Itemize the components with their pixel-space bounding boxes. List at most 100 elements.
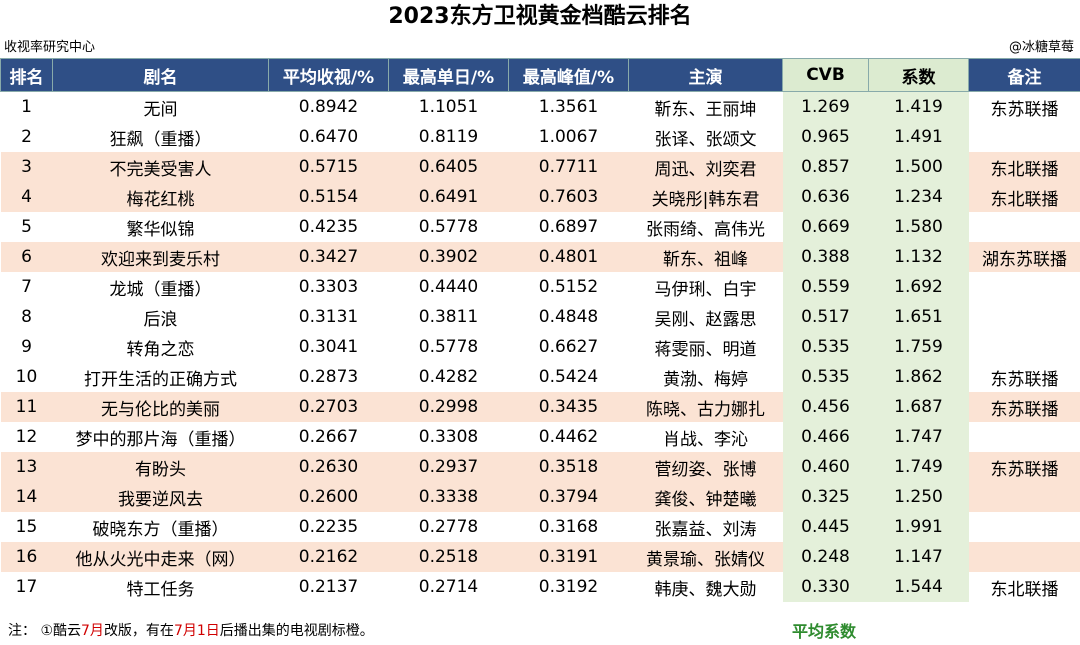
table-cell [969, 212, 1080, 242]
table-cell: 6 [0, 242, 53, 272]
table-cell: 0.7603 [508, 182, 629, 212]
ranking-table: 排名 剧名 平均收视/% 最高单日/% 最高峰值/% 主演 CVB 系数 备注 1 无间 0.894… [0, 58, 1080, 602]
table-cell: 东苏联播 [990, 99, 1059, 120]
column-header: 备注 [968, 58, 1080, 92]
note-part: 7月1日 [173, 623, 220, 639]
table-cell: 打开生活的正确方式 [84, 369, 237, 390]
table-cell: 0.388 [782, 242, 869, 272]
table-cell: 0.6897 [538, 217, 599, 237]
table-cell: 0.5424 [538, 367, 599, 387]
table-cell: 1 [21, 97, 32, 117]
table-cell: 0.3191 [508, 542, 629, 572]
table-cell: 菅纫姿、张博 [628, 452, 783, 482]
table-cell: 0.4848 [538, 307, 599, 327]
table-cell: 有盼头 [52, 452, 269, 482]
table-cell: 15 [15, 517, 38, 537]
table-cell: 0.4801 [508, 242, 629, 272]
table-cell: 0.6405 [388, 152, 509, 182]
table-cell: 1.269 [782, 91, 869, 122]
table-cell: 无间 [143, 99, 178, 120]
column-header: 剧名 [52, 58, 269, 92]
table-row: 15 破晓东方（重播） 0.2235 0.2778 0.3168 张嘉益、刘涛 0.445 1… [1, 512, 1080, 542]
column-header: 最高单日/% [388, 58, 509, 92]
table-cell: 黄景瑜、张婧仪 [628, 542, 783, 572]
table-row: 17 特工任务 0.2137 0.2714 0.3192 韩庚、魏大勋 0.330 1.544… [1, 572, 1080, 602]
table-cell: 东北联播 [990, 579, 1059, 600]
table-cell: 5 [21, 217, 32, 237]
table-cell: 0.2162 [268, 542, 389, 572]
table-cell: 1.747 [868, 422, 969, 452]
table-cell [969, 422, 1080, 452]
table-cell: 黄渤、梅婷 [663, 369, 748, 390]
table-cell: 后浪 [143, 309, 178, 330]
table-cell: 转角之恋 [126, 339, 195, 360]
table-cell: 陈晓、古力娜扎 [628, 392, 783, 422]
table-cell: 0.5778 [418, 337, 479, 357]
table-cell [969, 122, 1080, 152]
table-cell: 0.6627 [538, 337, 599, 357]
table-row: 8 后浪 0.3131 0.3811 0.4848 吴刚、赵露思 0.517 1.651 [1, 302, 1080, 332]
table-cell: 0.3427 [268, 242, 389, 272]
column-header: 平均收视/% [268, 58, 389, 92]
table-cell: 9 [21, 337, 32, 357]
table-cell: 1.759 [868, 332, 969, 362]
table-cell: 0.4440 [418, 277, 479, 297]
table-row: 11 无与伦比的美丽 0.2703 0.2998 0.3435 陈晓、古力娜扎 0.456 1… [0, 392, 1080, 422]
table-cell: 0.3518 [508, 452, 629, 482]
note-part: 7月 [81, 623, 104, 639]
table-cell: 梦中的那片海（重播） [75, 429, 246, 450]
table-cell: 0.8119 [418, 127, 479, 147]
table-cell: 0.2600 [268, 482, 389, 512]
column-header: 最高峰值/% [508, 58, 629, 92]
table-cell: 张嘉益、刘涛 [654, 519, 757, 540]
table-cell: 0.3338 [388, 482, 509, 512]
table-row: 10 打开生活的正确方式 0.2873 0.4282 0.5424 黄渤、梅婷 0.535 1… [1, 362, 1080, 392]
table-row: 2 狂飙（重播） 0.6470 0.8119 1.0067 张译、张颂文 0.965 1.49… [1, 122, 1080, 152]
table-cell: 0.4235 [298, 217, 359, 237]
table-cell: 靳东、祖峰 [628, 242, 783, 272]
table-cell: 0.8942 [298, 97, 359, 117]
table-cell: 10 [15, 367, 38, 387]
table-cell: 梅花红桃 [52, 182, 269, 212]
column-header: 系数 [868, 58, 969, 92]
table-row: 13 有盼头 0.2630 0.2937 0.3518 菅纫姿、张博 0.460 1.749 东… [0, 452, 1080, 482]
table-cell: 0.4282 [418, 367, 479, 387]
table-row: 7 龙城（重播） 0.3303 0.4440 0.5152 马伊琍、白宇 0.559 1.69… [1, 272, 1080, 302]
table-cell: 龚俊、钟楚曦 [628, 482, 783, 512]
table-cell: 14 [0, 482, 53, 512]
table-cell: 0.2778 [418, 517, 479, 537]
table-cell: 0.5715 [268, 152, 389, 182]
column-header: CVB [782, 58, 869, 92]
table-cell: 靳东、王丽坤 [654, 99, 757, 120]
table-cell: 0.535 [782, 332, 869, 362]
table-cell: 蒋雯丽、明道 [654, 339, 757, 360]
table-cell: 1.132 [868, 242, 969, 272]
table-row: 5 繁华似锦 0.4235 0.5778 0.6897 张雨绮、高伟光 0.669 1.580 [1, 212, 1080, 242]
table-cell: 0.456 [782, 392, 869, 422]
table-cell: 0.3811 [418, 307, 479, 327]
table-cell: 0.559 [782, 272, 869, 302]
table-cell: 张译、张颂文 [654, 129, 757, 150]
table-cell: 0.248 [782, 542, 869, 572]
table-cell: 周迅、刘奕君 [628, 152, 783, 182]
table-cell: 马伊琍、白宇 [654, 279, 757, 300]
table-cell: 东苏联播 [990, 369, 1059, 390]
table-cell: 韩庚、魏大勋 [654, 579, 757, 600]
table-cell: 1.862 [868, 362, 969, 392]
table-row: 1 无间 0.8942 1.1051 1.3561 靳东、王丽坤 1.269 1.419 东苏联… [1, 91, 1080, 122]
table-cell: 1.580 [868, 212, 969, 242]
table-row: 12 梦中的那片海（重播） 0.2667 0.3308 0.4462 肖战、李沁 0.466… [1, 422, 1080, 452]
table-cell: 0.330 [782, 572, 869, 602]
table-cell: 0.2714 [418, 577, 479, 597]
table-cell: 4 [0, 182, 53, 212]
table-cell: 0.325 [782, 482, 869, 512]
table-cell: 0.2998 [388, 392, 509, 422]
table-cell: 0.7711 [508, 152, 629, 182]
table-cell: 张雨绮、高伟光 [646, 219, 765, 240]
table-row: 4 梅花红桃 0.5154 0.6491 0.7603 关晓彤|韩东君 0.636 1.234… [0, 182, 1080, 212]
table-cell: 3 [0, 152, 53, 182]
header-row: 排名 剧名 平均收视/% 最高单日/% 最高峰值/% 主演 CVB 系数 备注 [0, 58, 1080, 92]
table-cell: 0.3902 [388, 242, 509, 272]
table-cell: 0.2703 [268, 392, 389, 422]
